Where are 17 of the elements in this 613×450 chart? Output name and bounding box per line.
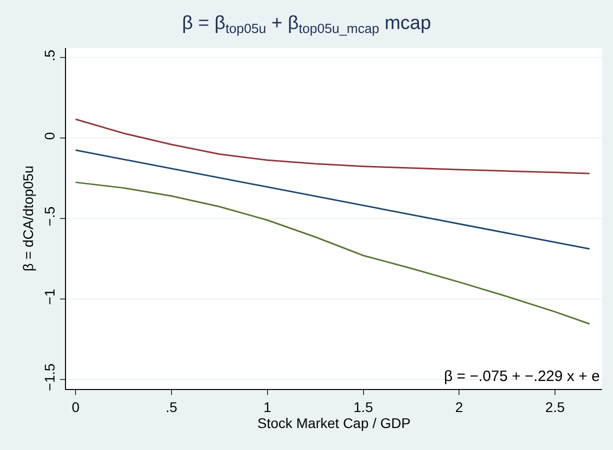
y-tick-label: −1	[41, 288, 58, 305]
x-tick-label: 2	[455, 398, 464, 415]
x-tick-label: 1	[263, 398, 272, 415]
x-tick-label: .5	[166, 398, 178, 415]
y-axis-title: β = dCA/dtop05u	[20, 166, 36, 272]
y-tick-label: −1.5	[41, 363, 58, 392]
x-tick-label: 0	[72, 398, 80, 415]
y-tick-label: 0	[41, 132, 58, 140]
y-tick-label: −.5	[41, 206, 58, 226]
x-tick-label: 1.5	[354, 398, 374, 415]
y-tick-label: .5	[41, 50, 58, 62]
chart-title: β = β$_{top05u}$ + β$_{top05u_mcap}$ mcap	[182, 13, 432, 36]
line-series	[74, 118, 590, 174]
annotation: β = −.075 + −.229 x + e	[444, 368, 600, 385]
line-series	[74, 182, 590, 325]
x-axis-title: Stock Market Cap / GDP	[257, 415, 411, 432]
x-tick-label: 2.5	[545, 398, 565, 415]
